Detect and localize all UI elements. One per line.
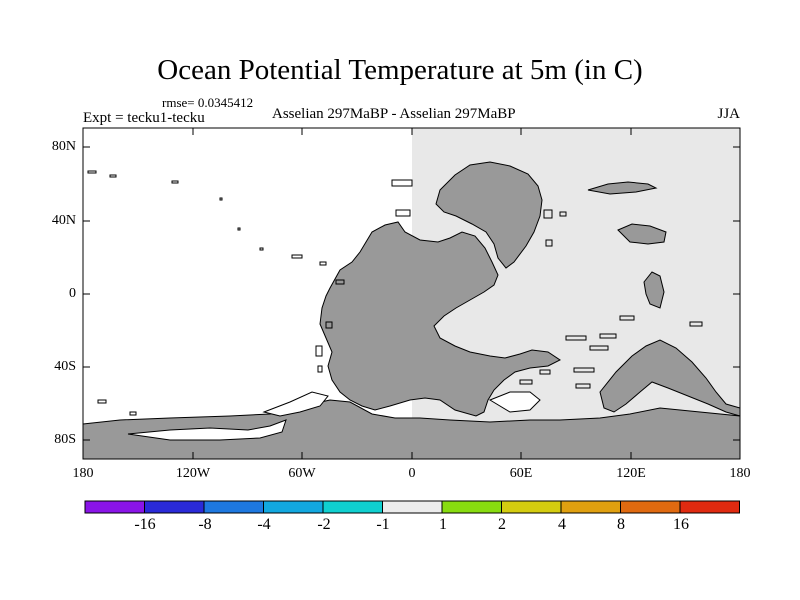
lon-tick-120w: 120W bbox=[175, 466, 211, 481]
pangaea-landmass bbox=[319, 221, 561, 417]
colorbar-box bbox=[441, 500, 502, 514]
lat-tick-0: 0 bbox=[69, 286, 76, 301]
colorbar-box bbox=[263, 500, 324, 514]
colorbar-label: 16 bbox=[673, 516, 689, 533]
lon-tick-0: 0 bbox=[408, 466, 416, 481]
colorbar-box bbox=[620, 500, 681, 514]
colorbar-label: 1 bbox=[439, 516, 447, 533]
colorbar-label: -4 bbox=[257, 516, 271, 533]
east-island-1 bbox=[617, 223, 667, 245]
colorbar-label: 4 bbox=[558, 516, 566, 533]
colorbar-label: -8 bbox=[198, 516, 212, 533]
experiment-label: Expt = tecku1-tecku bbox=[83, 110, 205, 126]
colorbar bbox=[84, 500, 740, 514]
colorbar-box bbox=[679, 500, 740, 514]
colorbar-label: -1 bbox=[376, 516, 390, 533]
rmse-label: rmse= 0.0345412 bbox=[162, 95, 254, 110]
colorbar-box bbox=[322, 500, 383, 514]
lat-tick-40s: 40S bbox=[54, 359, 76, 374]
comparison-label: Asselian 297MaBP - Asselian 297MaBP bbox=[272, 106, 516, 122]
east-island-3 bbox=[587, 181, 658, 195]
frame-ticks bbox=[83, 128, 740, 459]
colorbar-box bbox=[203, 500, 264, 514]
colorbar-box bbox=[84, 500, 145, 514]
colorbar-label: 8 bbox=[617, 516, 625, 533]
lon-tick-60w: 60W bbox=[288, 466, 316, 481]
east-island-2 bbox=[643, 271, 665, 309]
colorbar-box bbox=[560, 500, 621, 514]
plot-title: Ocean Potential Temperature at 5m (in C) bbox=[157, 54, 643, 86]
lon-tick-180w: 180 bbox=[72, 466, 94, 481]
colorbar-box bbox=[382, 500, 443, 514]
south-ocean-patch-2 bbox=[262, 391, 329, 417]
south-polar-landmass bbox=[82, 399, 741, 460]
lon-tick-120e: 120E bbox=[616, 466, 646, 481]
south-ocean-patch-1 bbox=[127, 419, 287, 441]
island-outlines bbox=[87, 170, 703, 416]
south-ocean-patch-3 bbox=[488, 391, 541, 413]
colorbar-box bbox=[501, 500, 562, 514]
season-label: JJA bbox=[717, 106, 740, 122]
lat-tick-80n: 80N bbox=[51, 139, 76, 154]
lat-tick-80s: 80S bbox=[54, 432, 76, 447]
lon-tick-60e: 60E bbox=[509, 466, 533, 481]
lon-tick-180e: 180 bbox=[729, 466, 751, 481]
colorbar-label: -2 bbox=[317, 516, 331, 533]
colorbar-label: -16 bbox=[134, 516, 156, 533]
lat-tick-40n: 40N bbox=[51, 213, 76, 228]
colorbar-label: 2 bbox=[498, 516, 506, 533]
colorbar-box bbox=[144, 500, 205, 514]
north-asia-landmass bbox=[435, 161, 543, 269]
